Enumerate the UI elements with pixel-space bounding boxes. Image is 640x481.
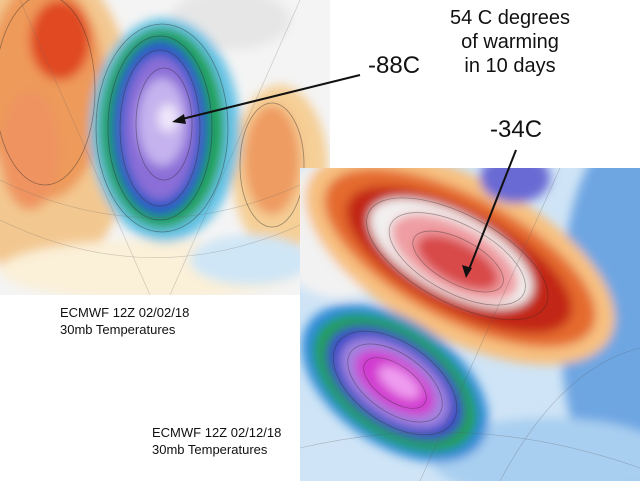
caption-left-line-1: ECMWF 12Z 02/02/18 bbox=[60, 305, 190, 320]
caption-left-line-2: 30mb Temperatures bbox=[60, 322, 176, 337]
headline: 54 C degrees of warming in 10 days bbox=[420, 6, 600, 78]
map-left-temperature bbox=[0, 0, 330, 295]
value-label-left: -88C bbox=[368, 52, 421, 79]
map-right-svg bbox=[300, 168, 640, 481]
headline-line-2: of warming bbox=[461, 31, 559, 53]
map-right-temperature bbox=[300, 168, 640, 481]
caption-right-line-1: ECMWF 12Z 02/12/18 bbox=[152, 425, 282, 440]
headline-line-1: 54 C degrees bbox=[449, 7, 571, 29]
value-label-right: -34C bbox=[490, 116, 543, 143]
caption-left: ECMWF 12Z 02/02/18 30mb Temperatures bbox=[60, 304, 189, 338]
headline-line-3: in 10 days bbox=[464, 55, 556, 77]
caption-right-line-2: 30mb Temperatures bbox=[152, 442, 268, 457]
map-left-svg bbox=[0, 0, 330, 295]
caption-right: ECMWF 12Z 02/12/18 30mb Temperatures bbox=[152, 424, 281, 458]
